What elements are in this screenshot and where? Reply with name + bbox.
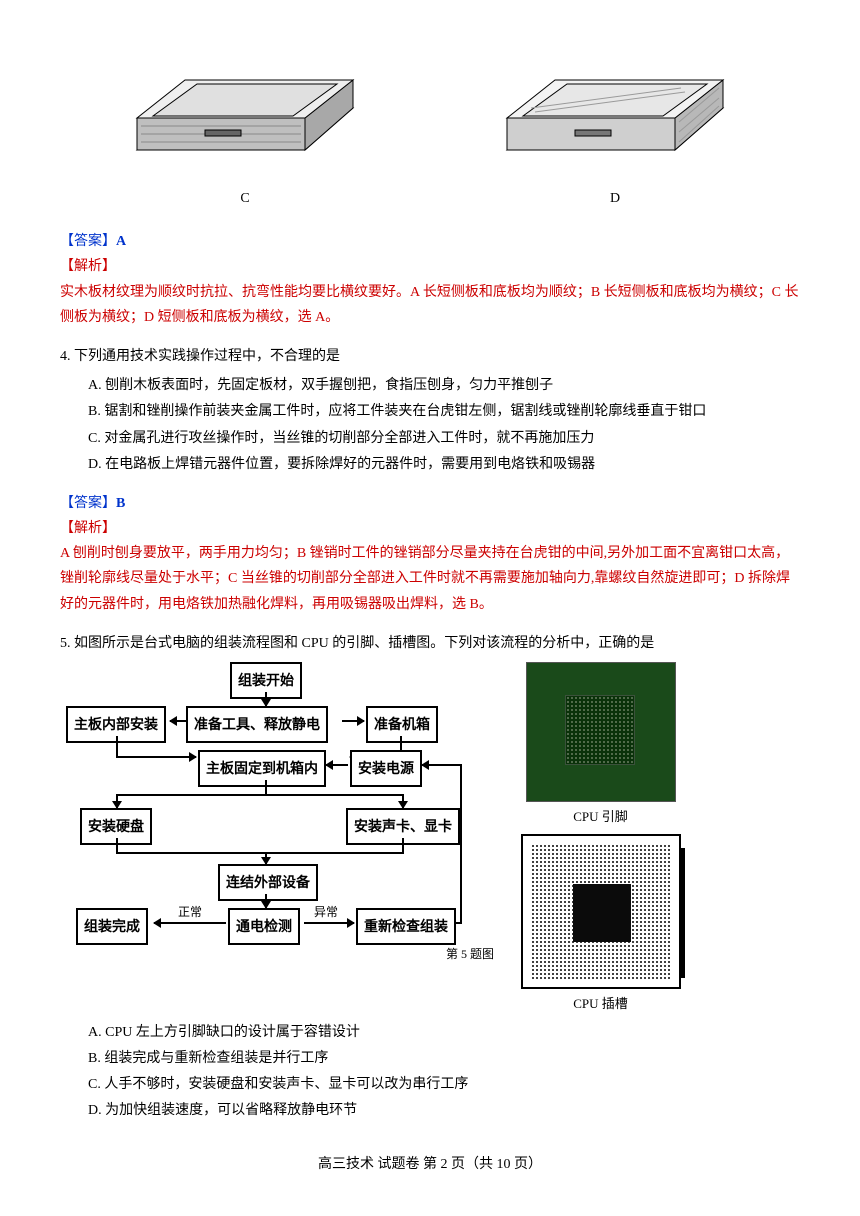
tray-label-row: C D	[60, 186, 800, 211]
q4-opt-c: C. 对金属孔进行攻丝操作时，当丝锥的切削部分全部进入工件时，就不再施加压力	[88, 426, 800, 451]
cpu-pin-caption: CPU 引脚	[518, 805, 683, 828]
q4-answer-label: 【答案】	[60, 496, 116, 511]
q4-answer-value: B	[116, 496, 125, 511]
q5-opt-b: B. 组装完成与重新检查组装是并行工序	[88, 1046, 800, 1071]
tray-label-c: C	[115, 186, 375, 211]
q5-opt-a: A. CPU 左上方引脚缺口的设计属于容错设计	[88, 1020, 800, 1045]
cpu-socket-image	[521, 834, 681, 989]
q4-opt-d: D. 在电路板上焊错元器件位置，要拆除焊好的元器件时，需要用到电烙铁和吸锡器	[88, 452, 800, 477]
fc-node-prep-tools: 准备工具、释放静电	[186, 706, 328, 743]
fc-node-poweron: 通电检测	[228, 908, 300, 945]
tray-label-d: D	[485, 186, 745, 211]
q3-expl-label: 【解析】	[60, 254, 800, 279]
q4-opt-a: A. 刨削木板表面时，先固定板材，双手握刨把，食指压刨身，匀力平推刨子	[88, 373, 800, 398]
fc-node-recheck: 重新检查组装	[356, 908, 456, 945]
q4-expl-label: 【解析】	[60, 516, 800, 541]
q3-answer-label: 【答案】	[60, 234, 116, 249]
q5-figure-row: 组装开始 主板内部安装 准备工具、释放静电 准备机箱 主板固定到机箱内 安装电源…	[60, 662, 800, 1016]
cpu-column: CPU 引脚 CPU 插槽	[518, 662, 683, 1016]
fc-caption: 第 5 题图	[446, 944, 494, 966]
page-footer: 高三技术 试题卷 第 2 页（共 10 页）	[60, 1152, 800, 1177]
q3-expl-text: 实木板材纹理为顺纹时抗拉、抗弯性能均要比横纹要好。A 长短侧板和底板均为顺纹；B…	[60, 280, 800, 330]
tray-figure-row	[60, 40, 800, 180]
cpu-pin-image	[526, 662, 676, 802]
q5-stem: 5. 如图所示是台式电脑的组装流程图和 CPU 的引脚、插槽图。下列对该流程的分…	[60, 631, 800, 656]
q4-expl-text: A 刨削时刨身要放平，两手用力均匀；B 锉销时工件的锉销部分尽量夹持在台虎钳的中…	[60, 541, 800, 617]
q3-answer-value: A	[116, 234, 126, 249]
fc-node-prep-case: 准备机箱	[366, 706, 438, 743]
tray-image-d	[485, 40, 745, 180]
q4-answer-block: 【答案】B 【解析】 A 刨削时刨身要放平，两手用力均匀；B 锉销时工件的锉销部…	[60, 491, 800, 617]
q3-answer-block: 【答案】A 【解析】 实木板材纹理为顺纹时抗拉、抗弯性能均要比横纹要好。A 长短…	[60, 229, 800, 330]
q4-stem: 4. 下列通用技术实践操作过程中，不合理的是	[60, 344, 800, 369]
tray-image-c	[115, 40, 375, 180]
fc-node-psu: 安装电源	[350, 750, 422, 787]
fc-node-done: 组装完成	[76, 908, 148, 945]
fc-label-ok: 正常	[178, 902, 202, 924]
cpu-socket-caption: CPU 插槽	[518, 992, 683, 1015]
fc-node-periph: 连结外部设备	[218, 864, 318, 901]
q5-options: A. CPU 左上方引脚缺口的设计属于容错设计 B. 组装完成与重新检查组装是并…	[88, 1020, 800, 1124]
fc-node-mb-install: 主板固定到机箱内	[198, 750, 326, 787]
q4-options: A. 刨削木板表面时，先固定板材，双手握刨把，食指压刨身，匀力平推刨子 B. 锯…	[88, 373, 800, 477]
fc-label-err: 异常	[314, 902, 338, 924]
q4-opt-b: B. 锯割和锉削操作前装夹金属工件时，应将工件装夹在台虎钳左侧，锯割线或锉削轮廓…	[88, 399, 800, 424]
q5-opt-c: C. 人手不够时，安装硬盘和安装声卡、显卡可以改为串行工序	[88, 1072, 800, 1097]
q5-flowchart: 组装开始 主板内部安装 准备工具、释放静电 准备机箱 主板固定到机箱内 安装电源…	[60, 662, 500, 972]
q5-opt-d: D. 为加快组装速度，可以省略释放静电环节	[88, 1098, 800, 1123]
